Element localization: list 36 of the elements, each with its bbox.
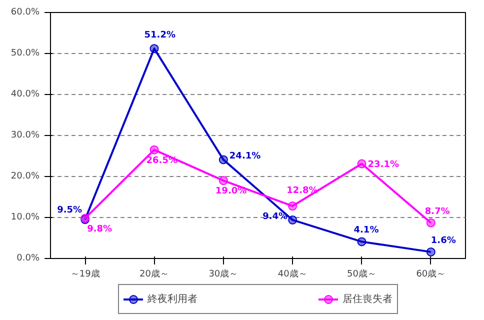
y-tick-label: 50.0% — [10, 48, 40, 58]
point — [357, 159, 366, 168]
data-label: 9.5% — [57, 206, 82, 216]
point — [288, 215, 298, 224]
data-label: 19.0% — [215, 186, 247, 197]
data-label: 12.8% — [286, 186, 318, 196]
data-label: 9.8% — [87, 224, 112, 234]
data-label: 8.7% — [424, 206, 450, 217]
point — [218, 176, 228, 186]
point — [150, 145, 159, 154]
point — [218, 155, 228, 164]
y-tick-label: 30.0% — [10, 130, 40, 140]
legend-label: 終夜利用者 — [148, 292, 198, 306]
y-tick-label: 20.0% — [10, 172, 40, 182]
data-label: 51.2% — [144, 30, 176, 41]
data-label: 24.1% — [229, 152, 261, 162]
data-label: 9.4% — [262, 212, 288, 222]
x-tick-label: 20歳～ — [140, 268, 169, 280]
point — [288, 202, 298, 211]
point — [150, 44, 159, 54]
x-tick-label: 30歳～ — [208, 268, 238, 280]
y-tick-label: 40.0% — [10, 90, 40, 100]
x-tick-label: 50歳～ — [347, 268, 376, 280]
legend-label: 居住喪失者 — [342, 292, 392, 306]
point — [357, 237, 366, 246]
data-label: 23.1% — [368, 160, 399, 170]
x-tick-label: ～19歳 — [70, 268, 100, 280]
point — [426, 247, 436, 256]
data-label: 4.1% — [354, 226, 379, 236]
y-tick-label: 0.0% — [16, 254, 40, 264]
x-tick-label: 60歳～ — [416, 268, 446, 280]
data-label: 1.6% — [430, 236, 456, 246]
point — [426, 218, 436, 228]
y-tick-label: 10.0% — [10, 212, 40, 222]
y-tick-label: 60.0% — [10, 8, 40, 18]
x-tick-label: 40歳～ — [278, 268, 308, 280]
